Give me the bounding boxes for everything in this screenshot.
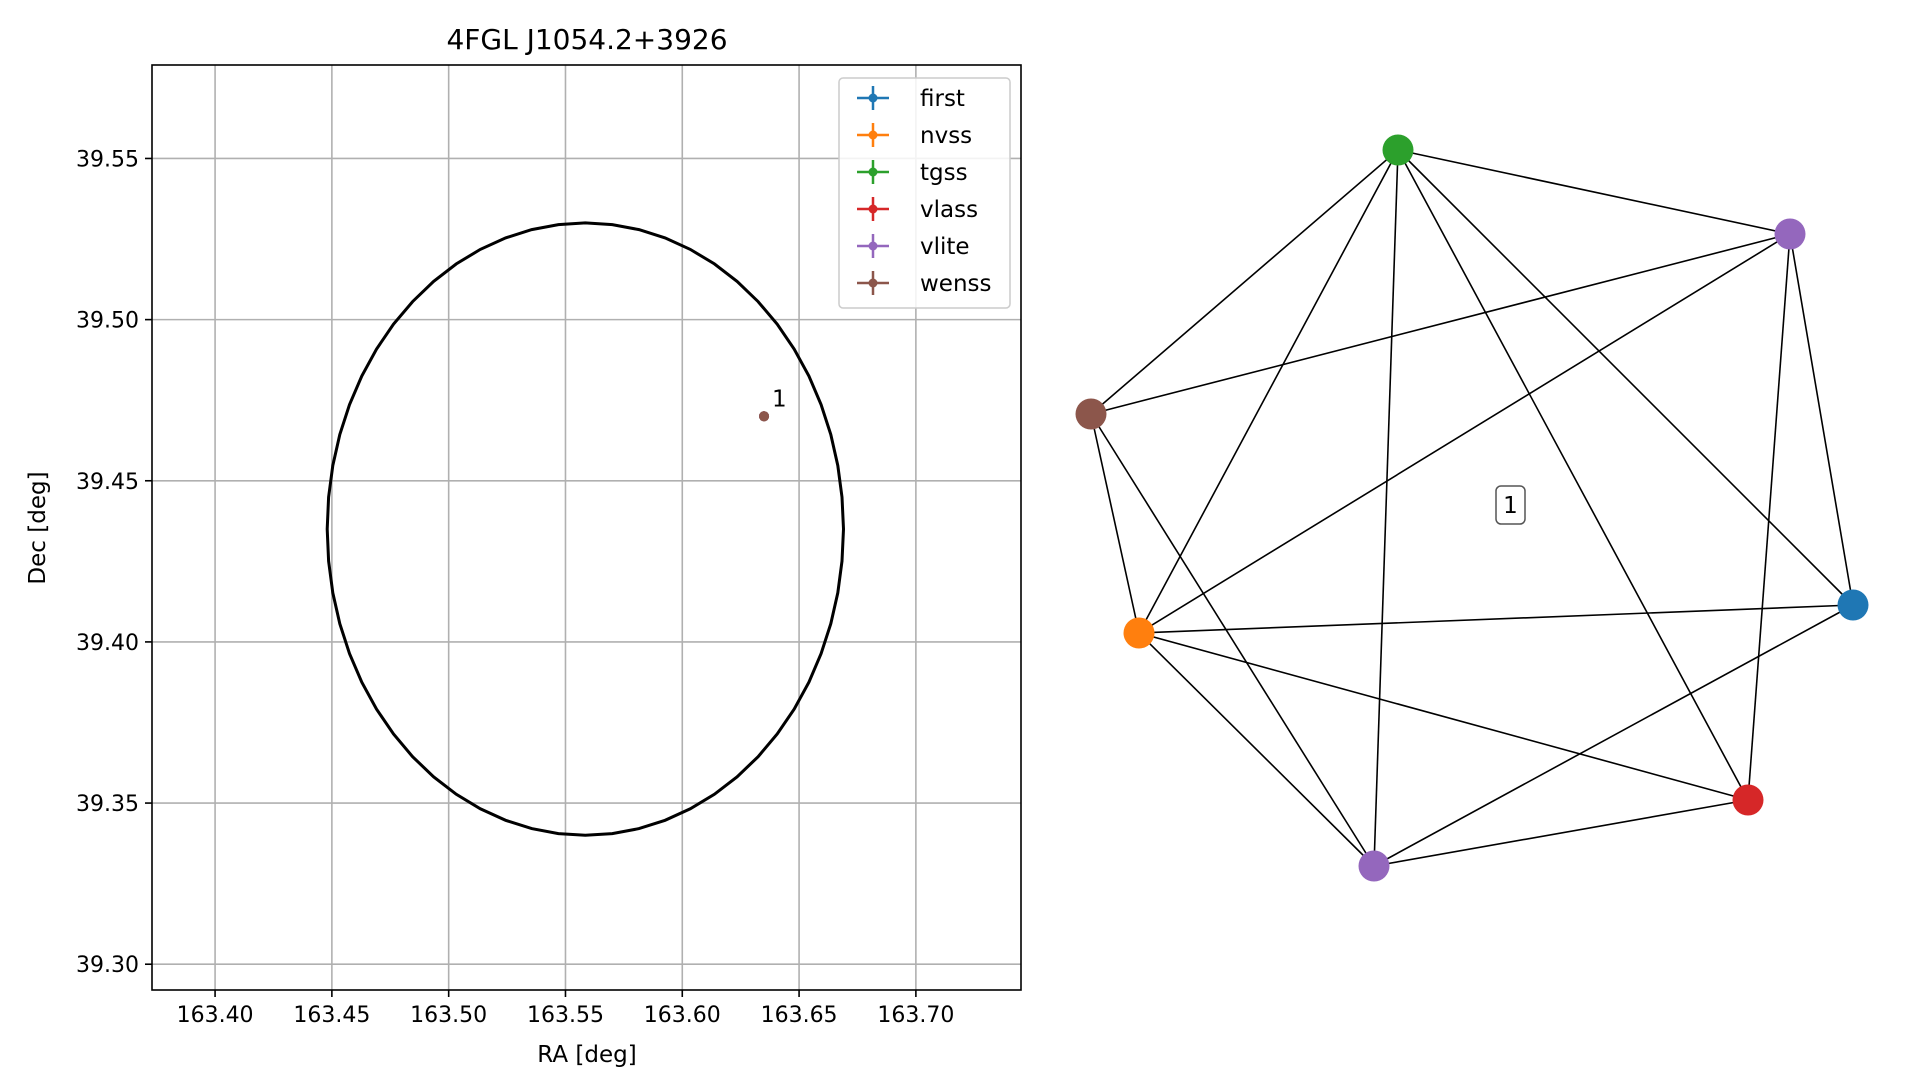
- edge-wenss-vlite_b: [1090, 413, 1375, 867]
- source-points: [759, 411, 770, 422]
- legend-label: tgss: [920, 160, 968, 186]
- edge-tgss-vlass: [1397, 149, 1749, 801]
- legend-marker-dot: [868, 130, 878, 140]
- y-tick-label: 39.50: [76, 309, 139, 334]
- edge-vlite_a-wenss: [1090, 233, 1791, 415]
- legend-marker-dot: [868, 278, 878, 288]
- node-vlite_a: [1774, 218, 1806, 250]
- graph-nodes: [1075, 134, 1869, 882]
- x-axis-label: RA [deg]: [537, 1042, 636, 1068]
- point-annotations: 1: [772, 386, 787, 412]
- sky-position-plot: 4FGL J1054.2+3926 1 163.40 163.45 163.50 16…: [25, 23, 1022, 1068]
- legend-item-first: first: [857, 86, 965, 112]
- edge-tgss-nvss: [1138, 149, 1399, 634]
- legend-label: nvss: [920, 123, 972, 149]
- plot-title: 4FGL J1054.2+3926: [446, 23, 727, 56]
- x-tick-label: 163.50: [410, 1003, 487, 1028]
- edge-vlite_a-first: [1789, 233, 1854, 606]
- x-tick-label: 163.60: [644, 1003, 721, 1028]
- x-tick-label: 163.40: [177, 1003, 254, 1028]
- edge-wenss-nvss: [1090, 413, 1140, 634]
- node-wenss: [1075, 398, 1107, 430]
- edge-tgss-first: [1397, 149, 1854, 606]
- legend-label: first: [920, 86, 965, 112]
- edge-nvss-vlite_b: [1138, 632, 1375, 867]
- edge-first-vlite_b: [1373, 604, 1854, 867]
- edge-vlass-vlite_b: [1373, 799, 1749, 867]
- edge-nvss-vlass: [1138, 632, 1749, 801]
- edge-first-nvss: [1138, 604, 1854, 634]
- legend-item-vlite: vlite: [857, 234, 970, 260]
- node-vlass: [1732, 784, 1764, 816]
- legend-marker-dot: [868, 204, 878, 214]
- plot-frame: [151, 64, 1022, 991]
- x-tick-label: 163.65: [761, 1003, 838, 1028]
- legend-label: wenss: [920, 271, 992, 297]
- x-tick-label: 163.55: [527, 1003, 604, 1028]
- legend-label: vlass: [920, 197, 978, 223]
- point-wenss: [759, 411, 770, 422]
- y-tick-label: 39.30: [76, 953, 139, 978]
- y-tick-label: 39.45: [76, 470, 139, 495]
- association-graph: 1: [1075, 134, 1869, 882]
- edge-vlite_a-nvss: [1138, 233, 1791, 634]
- legend-marker-dot: [868, 93, 878, 103]
- y-tick-label: 39.40: [76, 631, 139, 656]
- edge-tgss-vlite_b: [1373, 149, 1399, 867]
- edge-tgss-wenss: [1090, 149, 1399, 415]
- node-vlite_b: [1358, 850, 1390, 882]
- node-first: [1837, 589, 1869, 621]
- legend-marker-dot: [868, 241, 878, 251]
- x-tick-label: 163.70: [877, 1003, 954, 1028]
- edge-tgss-vlite_a: [1397, 149, 1791, 235]
- node-nvss: [1123, 617, 1155, 649]
- y-tick-label: 39.35: [76, 792, 139, 817]
- legend-item-vlass: vlass: [857, 197, 978, 223]
- component-label-box: 1: [1495, 485, 1526, 525]
- point-annotation: 1: [772, 386, 787, 412]
- y-axis-label: Dec [deg]: [25, 471, 51, 584]
- edge-vlite_a-vlass: [1747, 233, 1791, 801]
- legend-item-nvss: nvss: [857, 123, 972, 149]
- legend-marker-dot: [868, 167, 878, 177]
- graph-edges: [1090, 149, 1854, 867]
- y-axis-ticks: 39.30 39.35 39.40 39.45 39.50 39.55: [76, 147, 152, 978]
- component-label: 1: [1503, 493, 1518, 519]
- legend-item-wenss: wenss: [857, 271, 992, 297]
- legend-items: first nvss tgss vlass vlite wenss: [857, 86, 992, 297]
- y-tick-label: 39.55: [76, 147, 139, 172]
- legend-item-tgss: tgss: [857, 160, 968, 186]
- x-tick-label: 163.45: [293, 1003, 370, 1028]
- legend: first nvss tgss vlass vlite wenss: [838, 77, 1011, 309]
- x-axis-ticks: 163.40 163.45 163.50 163.55 163.60 163.65 163.…: [177, 990, 954, 1028]
- legend-label: vlite: [920, 234, 970, 260]
- node-tgss: [1382, 134, 1414, 166]
- error-ellipse: [325, 221, 846, 837]
